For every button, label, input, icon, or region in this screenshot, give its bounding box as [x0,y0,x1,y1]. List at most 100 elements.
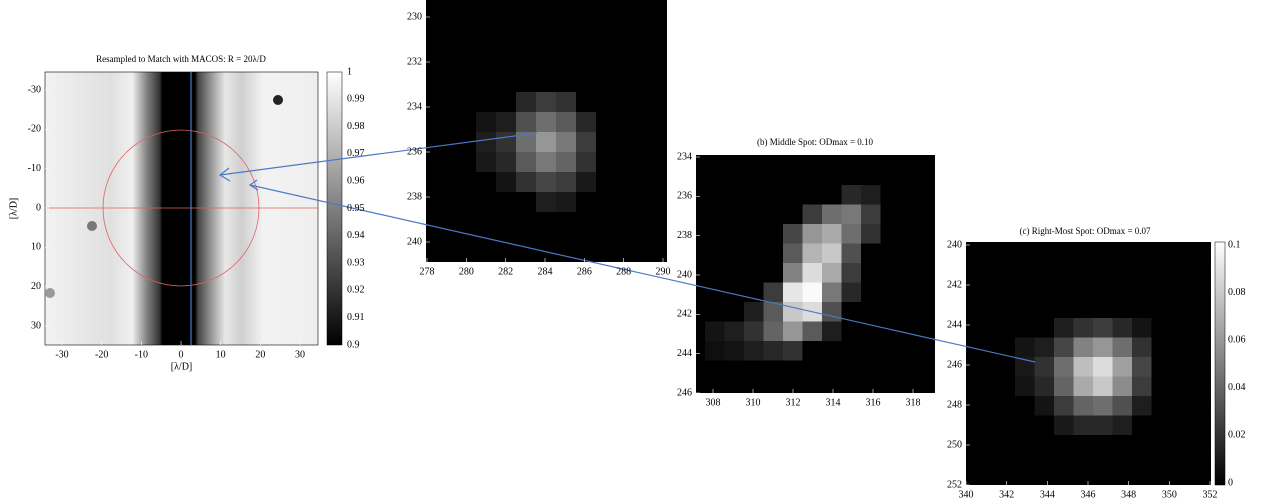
pixel [841,263,861,283]
pixel [1112,357,1132,377]
pixel [536,132,556,152]
pixel [496,172,516,192]
x-tick-label: 0 [179,349,184,360]
x-tick-label: 282 [498,266,513,277]
pixel [496,112,516,132]
y-tick-label: 230 [407,11,422,22]
panel-title: (b) Middle Spot: ODmax = 0.10 [757,137,874,147]
pixel [822,224,842,244]
y-tick-label: 250 [947,439,962,450]
x-tick-label: 290 [656,266,671,277]
panel-title: (a) Left-Most Spot: ODmax = 0.04 [484,2,611,12]
pixel [1054,376,1074,396]
x-tick-label: 20 [255,349,265,360]
pixel [802,282,822,302]
pixel [1054,318,1074,338]
y-tick-label: 244 [947,319,962,330]
pixel [802,243,822,263]
pixel [822,282,842,302]
pixel [744,321,764,341]
pixel [1093,396,1113,416]
y-tick-label: 30 [31,320,41,331]
pixel [496,132,516,152]
pixel [1034,357,1054,377]
pixel [705,321,725,341]
speck [87,221,97,231]
pixel [724,341,744,361]
colorbar-tick-label: 0.98 [347,121,365,132]
pixel [763,321,783,341]
pixel [1073,337,1093,357]
y-tick-label: 240 [677,269,692,280]
pixel [822,243,842,263]
y-tick-label: 232 [407,56,422,67]
pixel [1034,376,1054,396]
pixel [724,321,744,341]
pixel [536,92,556,112]
speck [45,288,55,298]
pixel [1112,318,1132,338]
pixel [1112,376,1132,396]
pixel [783,243,803,263]
pixel [744,341,764,361]
y-tick-label: 234 [407,101,422,112]
y-tick-label: 234 [677,151,692,162]
pixel [1073,318,1093,338]
x-tick-label: 278 [420,266,435,277]
x-tick-label: 350 [1162,489,1177,500]
x-tick-label: 288 [616,266,631,277]
pixel [822,263,842,283]
pixel [783,224,803,244]
pixel [516,132,536,152]
colorbar-tick-label: 1 [347,66,352,77]
colorbar-tick-label: 0 [1228,477,1233,488]
pixel [841,243,861,263]
x-tick-label: 342 [999,489,1014,500]
panel-title: (c) Right-Most Spot: ODmax = 0.07 [1019,226,1151,236]
pixel [802,204,822,224]
x-tick-label: -20 [95,349,108,360]
y-axis-label: [λ/D] [8,198,19,220]
pixel [841,204,861,224]
pixel [1132,396,1152,416]
pixel [1093,337,1113,357]
colorbar-tick-label: 0.06 [1228,334,1246,345]
pixel [1015,376,1035,396]
pixel [1015,337,1035,357]
pixel [1034,396,1054,416]
y-tick-label: 0 [36,202,41,213]
pixel [705,341,725,361]
pixel [841,224,861,244]
y-tick-label: 236 [677,191,692,202]
arrowhead [218,167,231,182]
y-tick-label: 240 [947,239,962,250]
pixel [516,92,536,112]
x-tick-label: 280 [459,266,474,277]
pixel [744,302,764,322]
pixel [1132,318,1152,338]
colorbar-tick-label: 0.97 [347,148,365,159]
x-tick-label: -10 [135,349,148,360]
pixel [496,152,516,172]
colorbar-tick-label: 0.08 [1228,287,1246,298]
pixel [861,224,881,244]
y-tick-label: -10 [28,163,41,174]
y-tick-label: 242 [947,279,962,290]
x-tick-label: 10 [216,349,226,360]
y-tick-label: 240 [407,236,422,247]
colorbar-tick-label: 0.96 [347,175,365,186]
pixel [476,152,496,172]
pixel [841,185,861,205]
colorbar-tick-label: 0.1 [1228,239,1241,250]
panel-title: Resampled to Match with MACOS: R = 20λ/D [96,54,266,64]
pixel [556,112,576,132]
colorbar-tick-label: 0.04 [1228,382,1246,393]
speck [273,95,283,105]
colorbar [326,71,343,346]
pixel [536,152,556,172]
pixel [1093,318,1113,338]
pixel [1112,337,1132,357]
pixel [576,172,596,192]
colorbar-tick-label: 0.92 [347,285,365,296]
